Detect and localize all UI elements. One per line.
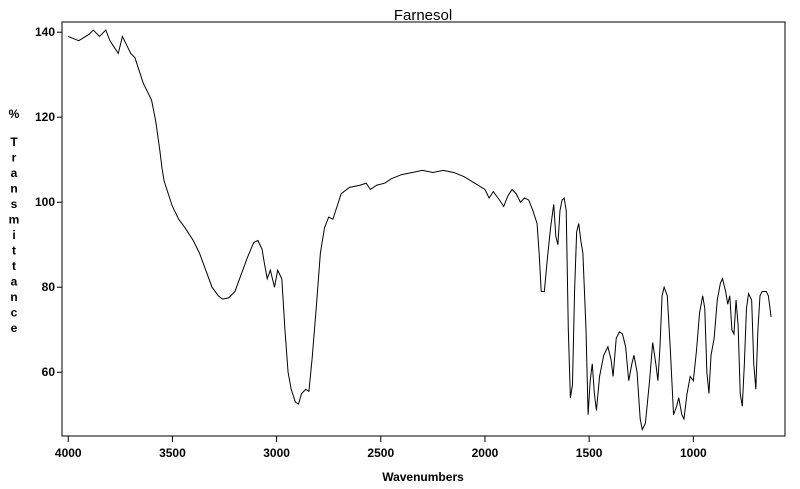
y-tick-label: 100: [35, 195, 55, 209]
spectrum-line: [68, 29, 772, 432]
plot-frame: [61, 21, 786, 437]
chart-title: Farnesol: [394, 7, 452, 24]
y-tick-label: 80: [42, 280, 56, 294]
x-tick-label: 3500: [159, 446, 186, 460]
y-tick-label: 120: [35, 110, 55, 124]
x-tick-label: 3000: [263, 446, 290, 460]
y-tick-label: 140: [35, 25, 55, 39]
y-tick-label: 60: [42, 365, 56, 379]
x-tick-label: 2000: [472, 446, 499, 460]
x-tick-label: 4000: [55, 446, 82, 460]
x-axis-label: Wavenumbers: [382, 470, 464, 484]
x-tick-label: 1000: [680, 446, 707, 460]
x-tick-label: 2500: [367, 446, 394, 460]
x-tick-label: 1500: [576, 446, 603, 460]
